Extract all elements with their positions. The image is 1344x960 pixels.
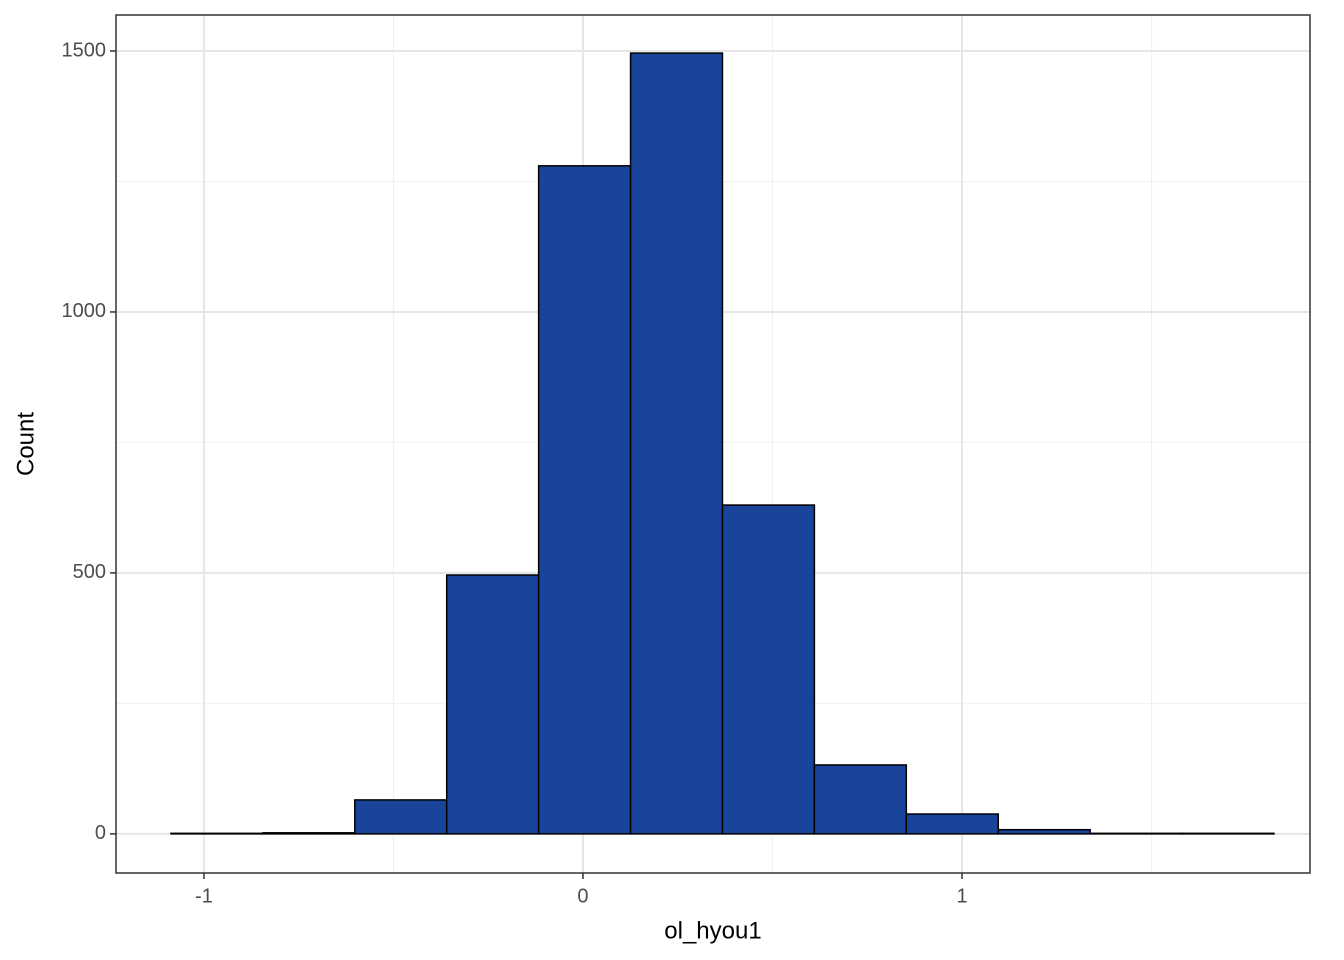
bar [1181, 832, 1275, 835]
bar [354, 799, 448, 835]
panel-border [115, 14, 1311, 874]
y-axis-title: Count [12, 412, 39, 476]
x-tick-label: 0 [577, 885, 588, 907]
bar [537, 165, 632, 835]
bar [997, 828, 1091, 835]
bar [905, 813, 999, 835]
y-tick-label: 500 [73, 561, 106, 583]
y-tick-label: 0 [95, 822, 106, 844]
y-tick-label: 1500 [62, 39, 107, 61]
bar [629, 52, 724, 835]
bar [813, 764, 908, 835]
bar [1089, 832, 1183, 835]
y-tick-label: 1000 [62, 300, 107, 322]
bar [170, 832, 264, 835]
x-axis-title: ol_hyou1 [664, 917, 761, 944]
x-tick-label: 1 [956, 885, 967, 907]
bar [262, 832, 356, 835]
bar [445, 574, 540, 835]
x-tick-label: -1 [195, 885, 213, 907]
bar [721, 504, 816, 835]
